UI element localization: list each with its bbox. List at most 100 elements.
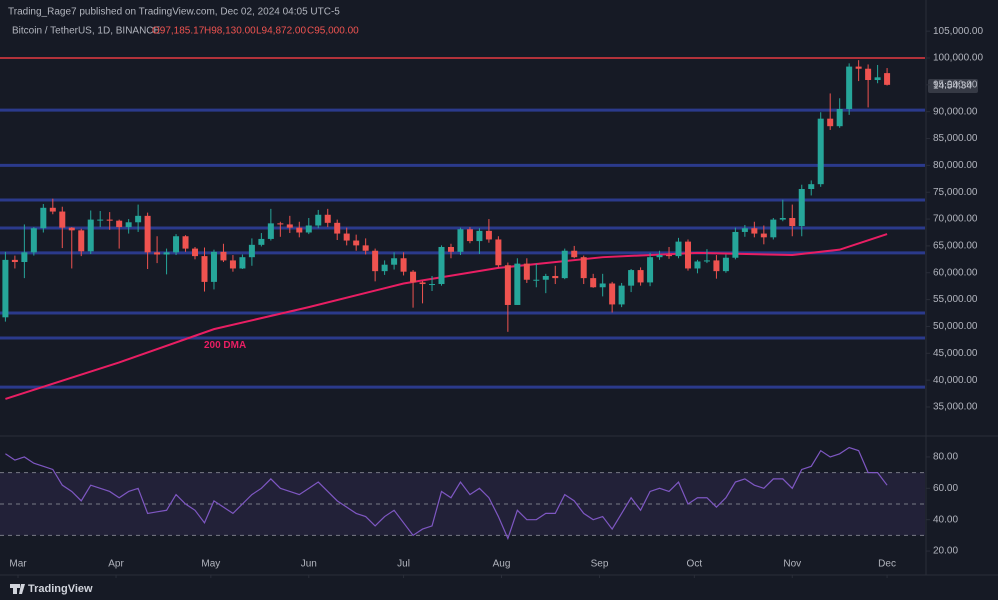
ohlc-close: C95,000.00 xyxy=(307,26,359,37)
candle-body xyxy=(684,241,691,269)
candle-body xyxy=(523,263,530,280)
candle-body xyxy=(808,184,815,190)
rsi-line xyxy=(5,446,888,541)
candle-body xyxy=(466,229,473,242)
candle-body xyxy=(97,219,104,221)
candle-body xyxy=(779,217,786,220)
y-tick-label: 85,000.00 xyxy=(933,133,978,144)
x-tick-label: Apr xyxy=(108,559,124,570)
candle-body xyxy=(846,66,853,110)
y-tick-label: 65,000.00 xyxy=(933,241,978,252)
y-tick-label: 20.00 xyxy=(933,546,958,557)
candle-body xyxy=(334,222,341,234)
ohlc-low: L94,872.00 xyxy=(256,26,306,37)
dma-label: 200 DMA xyxy=(204,340,246,351)
candle-body xyxy=(429,284,436,286)
candle-body xyxy=(542,275,549,280)
candle-body xyxy=(362,245,369,251)
candle-body xyxy=(229,260,236,269)
x-tick-label: Oct xyxy=(687,559,703,570)
candle-body xyxy=(277,223,284,225)
candle-body xyxy=(21,252,28,263)
candle-body xyxy=(599,283,606,288)
candle-body xyxy=(248,244,255,258)
candle-body xyxy=(874,77,881,81)
y-tick-label: 80,000.00 xyxy=(933,160,978,171)
candle-body xyxy=(11,259,18,263)
candle-body xyxy=(476,230,483,242)
ohlc-high: H98,130.00 xyxy=(204,26,256,37)
candle-body xyxy=(144,215,151,253)
dma-line xyxy=(5,233,888,400)
candle-body xyxy=(192,248,199,257)
candle-body xyxy=(552,275,559,279)
ohlc-open: O97,185.17 xyxy=(152,26,205,37)
candle-body xyxy=(125,222,132,228)
candle-body xyxy=(40,207,47,229)
x-tick-label: Nov xyxy=(783,559,801,570)
candle-body xyxy=(201,256,208,282)
candle-body xyxy=(154,252,161,255)
candle-body xyxy=(571,250,578,258)
countdown-box xyxy=(928,79,978,93)
candle-body xyxy=(106,219,113,221)
candle-body xyxy=(87,219,94,252)
candle-body xyxy=(116,220,123,228)
y-tick-label: 70,000.00 xyxy=(933,214,978,225)
y-tick-label: 100,000.00 xyxy=(933,53,983,64)
candle-body xyxy=(2,259,9,318)
candle-body xyxy=(438,246,445,285)
publisher: Trading_Rage7 published on TradingView.c… xyxy=(8,7,340,18)
candle-body xyxy=(305,225,312,233)
candle-body xyxy=(343,233,350,241)
candle-body xyxy=(135,215,142,223)
candle-body xyxy=(391,258,398,265)
candle-body xyxy=(286,224,293,228)
candle-body xyxy=(561,250,568,279)
candle-body xyxy=(855,66,862,69)
candle-body xyxy=(770,219,777,238)
candle-body xyxy=(751,228,758,234)
y-tick-label: 105,000.00 xyxy=(933,26,983,37)
x-tick-label: Mar xyxy=(9,559,27,570)
x-tick-label: May xyxy=(201,559,220,570)
y-tick-label: 35,000.00 xyxy=(933,402,978,413)
candle-body xyxy=(722,257,729,272)
candle-body xyxy=(267,223,274,239)
candle-body xyxy=(68,227,75,231)
candle-body xyxy=(210,251,217,282)
y-tick-label: 50,000.00 xyxy=(933,321,978,332)
candle-body xyxy=(296,227,303,233)
candle-body xyxy=(694,261,701,269)
candle-body xyxy=(30,228,37,253)
candle-body xyxy=(59,211,66,228)
candle-body xyxy=(163,252,170,255)
candle-body xyxy=(49,207,56,212)
y-tick-label: 95,000.00 xyxy=(933,79,978,90)
candle-body xyxy=(656,255,663,258)
candle-body xyxy=(372,250,379,272)
y-tick-label: 75,000.00 xyxy=(933,187,978,198)
candle-body xyxy=(485,230,492,240)
candle-body xyxy=(618,285,625,305)
candle-body xyxy=(381,264,388,272)
candle-body xyxy=(457,229,464,252)
candle-body xyxy=(741,228,748,232)
candle-body xyxy=(173,236,180,253)
x-tick-label: Jul xyxy=(397,559,410,570)
symbol: Bitcoin / TetherUS, 1D, BINANCE xyxy=(12,26,161,37)
candle-body xyxy=(182,236,189,249)
candle-body xyxy=(865,68,872,81)
candle-body xyxy=(827,118,834,127)
candle-body xyxy=(495,239,502,266)
footer-logo: TradingView xyxy=(28,583,93,595)
candle-body xyxy=(817,118,824,185)
y-tick-label: 60.00 xyxy=(933,483,958,494)
candle-body xyxy=(789,217,796,227)
y-tick-label: 40,000.00 xyxy=(933,375,978,386)
candle-body xyxy=(514,263,521,305)
candle-body xyxy=(324,214,331,223)
y-tick-label: 40.00 xyxy=(933,514,958,525)
